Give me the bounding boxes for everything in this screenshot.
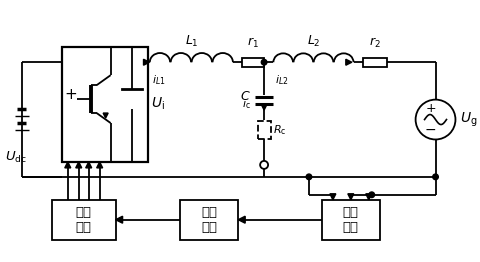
Text: $i_{L1}$: $i_{L1}$ — [152, 73, 166, 87]
Bar — [257, 121, 270, 139]
Text: 信号
检测: 信号 检测 — [342, 206, 358, 234]
Polygon shape — [261, 105, 266, 110]
Text: +: + — [424, 102, 435, 115]
Polygon shape — [65, 162, 71, 168]
Text: $L_1$: $L_1$ — [184, 34, 198, 49]
Bar — [241, 58, 264, 67]
Circle shape — [368, 192, 374, 198]
Text: $R_{\rm c}$: $R_{\rm c}$ — [273, 123, 286, 137]
Polygon shape — [121, 89, 141, 109]
Circle shape — [432, 174, 437, 180]
Polygon shape — [347, 194, 353, 200]
Text: $r_2$: $r_2$ — [368, 36, 380, 50]
Polygon shape — [238, 216, 245, 223]
Text: $U_{\rm g}$: $U_{\rm g}$ — [459, 110, 477, 129]
Circle shape — [261, 59, 266, 65]
Text: $i_{L2}$: $i_{L2}$ — [275, 73, 288, 87]
Circle shape — [260, 161, 267, 169]
Polygon shape — [96, 162, 102, 168]
Bar — [362, 58, 386, 67]
Text: $C$: $C$ — [240, 90, 251, 103]
Circle shape — [306, 174, 311, 180]
Polygon shape — [329, 194, 335, 200]
Text: $U_{\rm dc}$: $U_{\rm dc}$ — [5, 149, 27, 165]
Bar — [61, 47, 147, 162]
Polygon shape — [345, 59, 351, 65]
Polygon shape — [115, 216, 122, 223]
Text: −: − — [424, 123, 435, 137]
Circle shape — [415, 100, 455, 139]
Text: $U_{\rm i}$: $U_{\rm i}$ — [151, 96, 165, 112]
Polygon shape — [85, 162, 92, 168]
Bar — [321, 200, 379, 240]
Bar — [52, 200, 115, 240]
Polygon shape — [365, 194, 371, 200]
Text: 并网
控制: 并网 控制 — [201, 206, 217, 234]
Polygon shape — [143, 59, 149, 65]
Text: $r_1$: $r_1$ — [247, 36, 259, 50]
Text: +: + — [64, 87, 77, 102]
Polygon shape — [75, 162, 82, 168]
Text: 驱动
放大: 驱动 放大 — [75, 206, 92, 234]
Polygon shape — [103, 113, 108, 118]
Bar — [180, 200, 238, 240]
Text: $L_2$: $L_2$ — [306, 34, 320, 49]
Text: $i_{\rm c}$: $i_{\rm c}$ — [242, 97, 251, 111]
